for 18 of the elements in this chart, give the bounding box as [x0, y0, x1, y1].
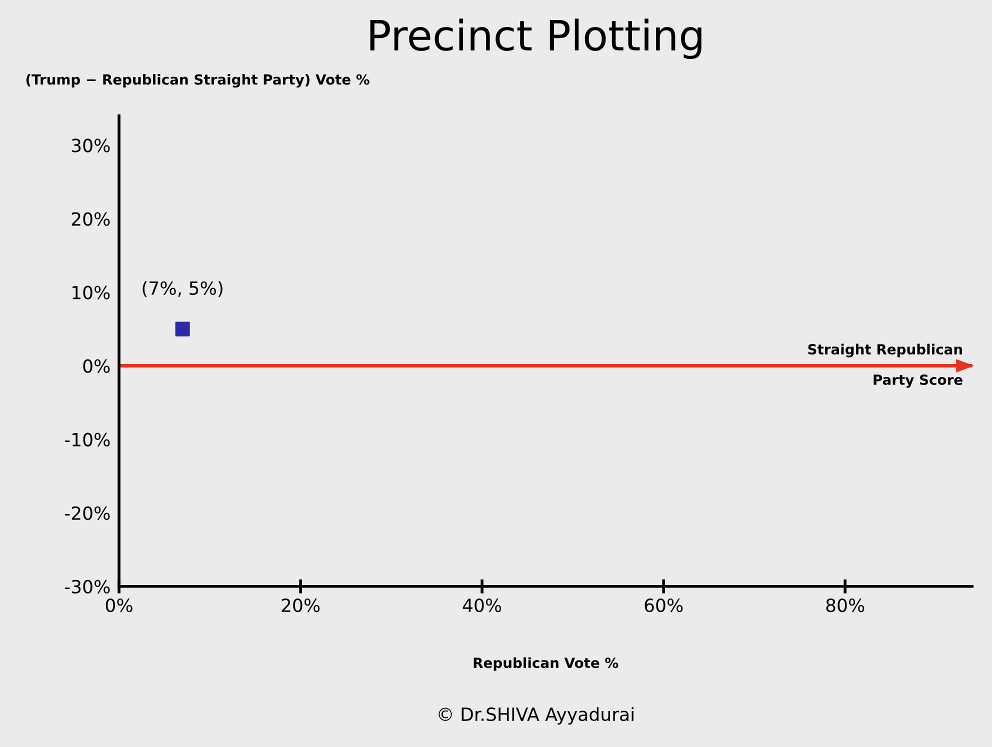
y-tick-label: -10% — [64, 432, 110, 446]
y-tick-label: 20% — [72, 212, 110, 226]
y-tick-label: -30% — [64, 580, 110, 594]
x-tick-label: 40% — [462, 598, 502, 612]
x-axis-title: Republican Vote % — [474, 657, 618, 671]
annotation: (7%, 5%) — [142, 281, 222, 298]
y-tick-label: -20% — [64, 506, 110, 520]
y-tick-label: 30% — [72, 138, 110, 152]
text: Straight Republican Party Score — [808, 344, 962, 388]
chart-title: Precinct Plotting — [370, 18, 702, 59]
x-tick-label: 20% — [282, 598, 320, 612]
y-tick-label: 0% — [83, 359, 110, 373]
x-tick-label: 80% — [826, 598, 864, 612]
text: © Dr.SHIVA Ayyadurai — [438, 707, 634, 725]
x-tick-label: 0% — [106, 598, 132, 612]
x-tick-label: 60% — [644, 598, 683, 612]
y-tick-label: 10% — [72, 286, 110, 300]
y-axis-title: (Trump − Republican Straight Party) Vote % — [26, 74, 370, 88]
